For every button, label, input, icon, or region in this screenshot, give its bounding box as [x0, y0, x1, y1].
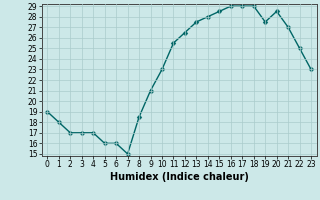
X-axis label: Humidex (Indice chaleur): Humidex (Indice chaleur): [110, 172, 249, 182]
